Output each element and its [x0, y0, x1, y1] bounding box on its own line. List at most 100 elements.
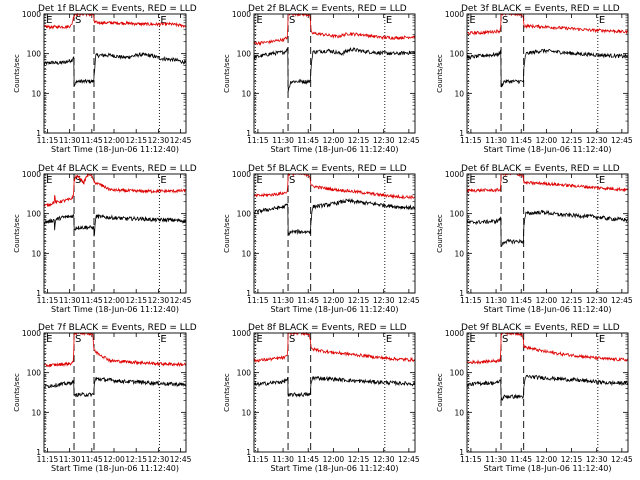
- x-tick-label: 12:00: [323, 455, 345, 464]
- panel-title: Det 5f BLACK = Events, RED = LLD: [248, 164, 407, 174]
- events-series-line: [466, 374, 629, 401]
- marker-label: S: [502, 334, 508, 345]
- x-tick-label: 11:45: [297, 136, 319, 145]
- marker-label: S: [502, 15, 508, 26]
- y-tick-label: 1000: [232, 170, 251, 179]
- x-tick-label: 12:45: [398, 136, 420, 145]
- marker-label: S: [289, 15, 295, 26]
- marker-label: E: [46, 175, 52, 186]
- y-tick-label: 1: [459, 289, 464, 298]
- marker-label: E: [599, 334, 605, 345]
- y-tick-label: 1000: [445, 170, 464, 179]
- x-axis-label: Start Time (18-Jun-06 11:12:40): [51, 464, 179, 473]
- x-axis-label: Start Time (18-Jun-06 11:12:40): [51, 305, 179, 314]
- x-axis-label: Start Time (18-Jun-06 11:12:40): [484, 145, 612, 154]
- x-tick-label: 11:45: [81, 455, 103, 464]
- x-tick-label: 11:45: [81, 136, 103, 145]
- y-tick-label: 10: [454, 408, 464, 417]
- marker-label: S: [289, 175, 295, 186]
- x-tick-label: 12:15: [125, 136, 147, 145]
- events-series-line: [43, 51, 187, 87]
- y-tick-label: 100: [237, 50, 252, 59]
- x-tick-label: 11:30: [272, 455, 294, 464]
- x-tick-label: 11:45: [510, 455, 532, 464]
- events-series-line: [43, 213, 187, 237]
- x-tick-label: 11:45: [81, 296, 103, 305]
- plot-frame: [43, 332, 187, 453]
- y-tick-label: 100: [450, 50, 465, 59]
- x-tick-label: 11:15: [460, 296, 482, 305]
- plot-frame: [43, 13, 187, 134]
- panel-6: Det 6f BLACK = Events, RED = LLD 1 10 100 10…: [436, 164, 633, 314]
- x-tick-label: 11:15: [37, 455, 59, 464]
- plot-frame: [253, 13, 416, 134]
- events-series-line: [253, 47, 416, 92]
- x-tick-label: 12:00: [103, 136, 125, 145]
- x-tick-label: 11:15: [247, 296, 269, 305]
- y-tick-label: 10: [31, 408, 41, 417]
- lld-series-line: [253, 331, 416, 364]
- y-tick-label: 1000: [22, 329, 41, 338]
- x-tick-label: 11:15: [460, 136, 482, 145]
- x-tick-label: 12:15: [561, 136, 583, 145]
- panel-5: Det 5f BLACK = Events, RED = LLD 1 10 100 10…: [223, 164, 420, 314]
- y-tick-label: 1: [246, 129, 251, 138]
- y-tick-label: 1: [36, 448, 41, 457]
- marker-label: E: [469, 15, 475, 26]
- x-tick-label: 12:45: [170, 296, 192, 305]
- marker-label: E: [46, 15, 52, 26]
- y-tick-label: 10: [454, 89, 464, 98]
- y-axis-label: Counts/sec: [13, 54, 21, 93]
- y-axis-label: Counts/sec: [223, 54, 231, 93]
- y-tick-label: 1000: [232, 10, 251, 19]
- lld-series-line: [43, 172, 187, 207]
- panel-7: Det 7f BLACK = Events, RED = LLD 1 10 100 10…: [13, 323, 197, 473]
- x-tick-label: 12:30: [373, 136, 395, 145]
- y-tick-label: 1000: [22, 10, 41, 19]
- marker-label: E: [160, 175, 166, 186]
- x-tick-label: 12:00: [103, 455, 125, 464]
- x-tick-label: 12:45: [398, 455, 420, 464]
- x-tick-label: 12:45: [398, 296, 420, 305]
- x-tick-label: 11:30: [272, 136, 294, 145]
- y-tick-label: 100: [237, 369, 252, 378]
- x-tick-label: 12:45: [611, 455, 633, 464]
- marker-label: E: [256, 175, 262, 186]
- plot-frame: [466, 173, 629, 294]
- x-tick-label: 12:15: [348, 136, 370, 145]
- lld-series-line: [253, 172, 416, 200]
- y-axis-label: Counts/sec: [223, 373, 231, 412]
- panel-title: Det 8f BLACK = Events, RED = LLD: [248, 323, 407, 333]
- marker-label: E: [469, 334, 475, 345]
- x-tick-label: 11:30: [59, 136, 81, 145]
- lld-series-line: [467, 12, 629, 36]
- x-tick-label: 11:30: [485, 296, 507, 305]
- y-tick-label: 10: [241, 408, 251, 417]
- x-tick-label: 11:15: [460, 455, 482, 464]
- events-series-line: [43, 376, 187, 398]
- y-axis-label: Counts/sec: [436, 214, 444, 253]
- events-series-line: [253, 375, 416, 398]
- y-tick-label: 100: [27, 369, 42, 378]
- x-tick-label: 12:30: [586, 296, 608, 305]
- y-tick-label: 1000: [232, 329, 251, 338]
- panel-9: Det 9f BLACK = Events, RED = LLD 1 10 100 10…: [436, 323, 633, 473]
- x-tick-label: 11:15: [37, 296, 59, 305]
- panel-title: Det 3f BLACK = Events, RED = LLD: [461, 4, 620, 14]
- x-axis-label: Start Time (18-Jun-06 11:12:40): [484, 305, 612, 314]
- y-tick-label: 100: [27, 50, 42, 59]
- y-axis-label: Counts/sec: [13, 373, 21, 412]
- y-tick-label: 1: [36, 289, 41, 298]
- y-tick-label: 1: [246, 289, 251, 298]
- marker-label: E: [256, 334, 262, 345]
- x-tick-label: 12:30: [373, 296, 395, 305]
- panel-2: Det 2f BLACK = Events, RED = LLD 1 10 100 10…: [223, 4, 420, 154]
- x-tick-label: 12:00: [536, 296, 558, 305]
- y-tick-label: 10: [31, 249, 41, 258]
- x-tick-label: 11:15: [247, 455, 269, 464]
- x-tick-label: 12:00: [103, 296, 125, 305]
- marker-label: S: [75, 175, 81, 186]
- x-tick-label: 12:15: [348, 296, 370, 305]
- x-tick-label: 12:30: [586, 455, 608, 464]
- x-tick-label: 11:30: [59, 455, 81, 464]
